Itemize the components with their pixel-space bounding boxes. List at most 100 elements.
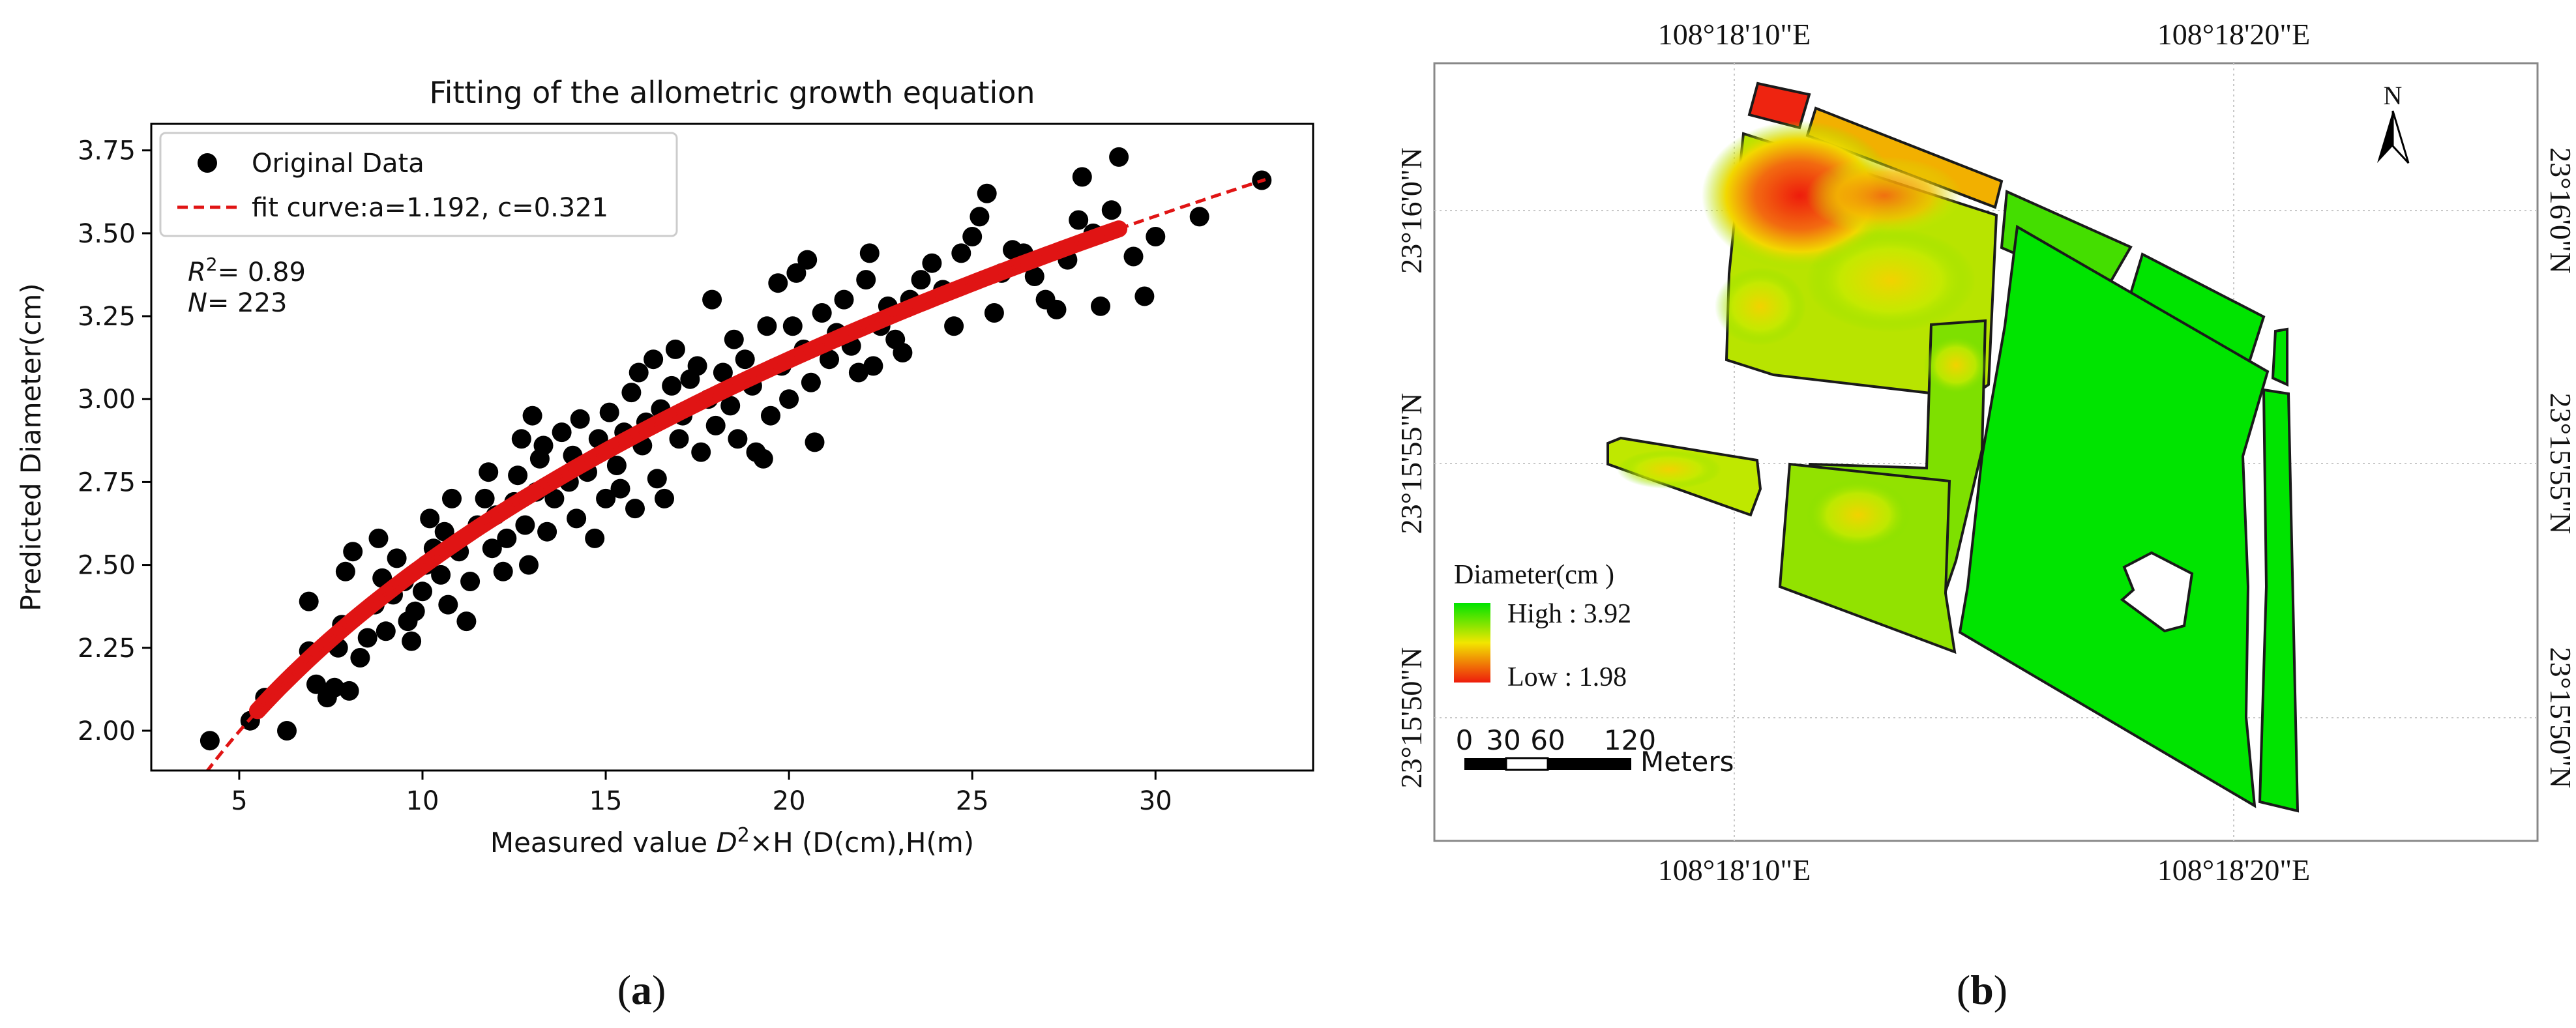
x-tick-label: 25 bbox=[956, 786, 989, 816]
data-point bbox=[720, 396, 741, 416]
data-point bbox=[387, 548, 407, 568]
panel-b-map: N 108°18'10"E 108°18'20"E 108°18'10"E 10… bbox=[1395, 18, 2576, 887]
data-point bbox=[200, 731, 220, 751]
data-point bbox=[325, 677, 345, 698]
orange-spot-1 bbox=[1806, 156, 1962, 235]
data-point bbox=[402, 631, 422, 651]
data-point bbox=[508, 465, 528, 486]
data-point bbox=[567, 508, 587, 529]
scale-seg-2 bbox=[1505, 757, 1549, 771]
data-point bbox=[951, 243, 971, 263]
lat-label-right-1: 23°16'0"N bbox=[2544, 147, 2576, 274]
data-point bbox=[728, 429, 748, 449]
r2-stat: R2= 0.89 bbox=[188, 254, 306, 287]
x-tick-label: 30 bbox=[1139, 786, 1172, 816]
panel-b-caption: (b) bbox=[1957, 967, 2007, 1013]
data-point bbox=[724, 329, 744, 349]
data-point bbox=[1101, 200, 1121, 220]
data-point bbox=[493, 561, 513, 581]
data-point bbox=[1046, 299, 1067, 319]
data-point bbox=[537, 521, 557, 542]
lat-label-right-2: 23°15'55"N bbox=[2544, 393, 2576, 535]
warm-spot-4 bbox=[1617, 450, 1721, 489]
data-point bbox=[962, 227, 983, 246]
data-point bbox=[859, 243, 880, 263]
data-point bbox=[687, 356, 707, 376]
data-point bbox=[1024, 267, 1044, 286]
data-point bbox=[977, 183, 997, 203]
data-point bbox=[812, 303, 832, 323]
warm-spot-5 bbox=[1923, 336, 1989, 394]
y-tick-label: 2.75 bbox=[78, 467, 136, 497]
data-point bbox=[801, 372, 821, 392]
data-point bbox=[376, 621, 396, 641]
data-point bbox=[299, 591, 319, 611]
x-axis-ticks: 5 10 15 20 25 30 bbox=[231, 771, 1172, 816]
scale-tick-120: 120 bbox=[1604, 724, 1656, 756]
panel-a-caption: (a) bbox=[617, 967, 666, 1013]
fit-curve bbox=[205, 178, 1266, 771]
red-hotspot bbox=[1702, 121, 1897, 271]
data-point bbox=[479, 462, 499, 482]
data-point bbox=[350, 648, 370, 668]
y-tick-label: 3.50 bbox=[78, 219, 136, 249]
lat-label-left-3: 23°15'50"N bbox=[1395, 647, 1428, 789]
data-point bbox=[893, 343, 913, 362]
data-point bbox=[779, 389, 799, 409]
heat-overlay bbox=[1617, 121, 1989, 551]
data-point bbox=[357, 628, 378, 648]
data-point bbox=[1134, 286, 1155, 306]
legend: Original Data fit curve:a=1.192, c=0.321 bbox=[159, 132, 678, 237]
data-point bbox=[644, 349, 664, 370]
data-point bbox=[335, 561, 355, 581]
x-tick-label: 15 bbox=[589, 786, 623, 816]
data-point bbox=[647, 469, 667, 489]
data-point bbox=[702, 289, 722, 310]
data-point bbox=[655, 488, 674, 508]
data-point bbox=[662, 375, 682, 396]
data-point bbox=[621, 383, 642, 403]
warm-spot-1 bbox=[1806, 228, 1976, 332]
north-label: N bbox=[2384, 81, 2403, 110]
y-tick-label: 2.50 bbox=[78, 551, 136, 581]
data-point bbox=[911, 270, 931, 290]
parcel-right-narrow bbox=[2271, 327, 2288, 387]
data-point bbox=[1146, 227, 1166, 246]
data-point bbox=[944, 316, 964, 336]
data-point bbox=[438, 595, 458, 615]
data-point bbox=[522, 405, 542, 426]
y-axis-ticks: 2.00 2.25 2.50 2.75 3.00 3.25 3.50 3.75 bbox=[78, 136, 151, 746]
data-point bbox=[786, 263, 807, 283]
map-legend-colorbar bbox=[1454, 603, 1490, 683]
data-point bbox=[1189, 207, 1209, 227]
legend-marker-original bbox=[198, 153, 217, 173]
lon-label-top-1: 108°18'10"E bbox=[1658, 18, 1811, 51]
legend-label-fit: fit curve:a=1.192, c=0.321 bbox=[252, 193, 608, 223]
scale-seg-1 bbox=[1464, 758, 1506, 770]
scale-tick-60: 60 bbox=[1530, 724, 1565, 756]
data-point bbox=[599, 402, 619, 422]
warm-spot-2 bbox=[1715, 267, 1806, 345]
x-tick-label: 10 bbox=[406, 786, 439, 816]
data-point bbox=[1069, 210, 1089, 230]
x-tick-label: 5 bbox=[231, 786, 247, 816]
warm-spot-3 bbox=[1806, 479, 1910, 551]
data-point bbox=[482, 538, 502, 559]
x-tick-label: 20 bbox=[773, 786, 806, 816]
scale-seg-3 bbox=[1548, 758, 1631, 770]
data-point bbox=[753, 448, 773, 469]
parcel-main bbox=[1958, 224, 2270, 808]
chart-title: Fitting of the allometric growth equatio… bbox=[429, 75, 1035, 110]
n-stat: N= 223 bbox=[188, 288, 288, 318]
data-point bbox=[405, 601, 425, 621]
lon-label-top-2: 108°18'20"E bbox=[2157, 18, 2311, 51]
parcel-hole bbox=[2120, 551, 2194, 633]
data-point bbox=[797, 250, 818, 270]
data-point bbox=[596, 488, 616, 508]
data-point bbox=[665, 339, 685, 359]
scale-bar: 0 30 60 120 Meters bbox=[1456, 724, 1734, 778]
scale-tick-0: 0 bbox=[1456, 724, 1473, 756]
data-point bbox=[782, 316, 803, 336]
scale-unit: Meters bbox=[1640, 746, 1734, 778]
data-point bbox=[970, 207, 990, 227]
